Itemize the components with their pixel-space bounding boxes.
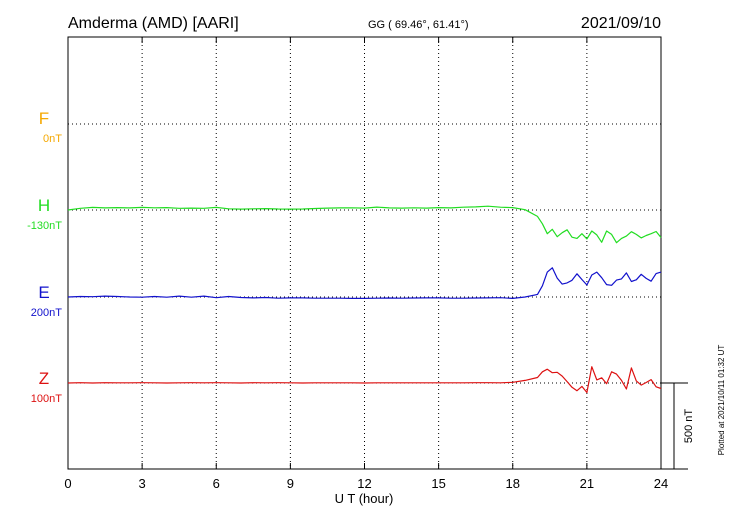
plotted-note: Plotted at 2021/10/11 01:32 UT [717,345,726,456]
x-tick-label: 0 [64,476,71,491]
x-tick-label: 18 [506,476,520,491]
series-label-h: H [38,196,50,215]
vertical-gridlines [141,37,588,469]
x-tick-label: 6 [213,476,220,491]
series-label-z: Z [39,369,49,388]
scale-bar: 500 nT [661,382,695,470]
x-tick-label: 21 [580,476,594,491]
x-tick-label: 15 [431,476,445,491]
x-tick-label: 12 [357,476,371,491]
series-lines [67,205,662,394]
series-labels: F 0nT H -130nT E 200nT Z 100nT [27,109,62,405]
baseline-label-e: 200nT [31,307,62,319]
baseline-label-z: 100nT [31,393,62,405]
scale-bar-label: 500 nT [683,409,695,444]
date-label: 2021/09/10 [581,15,661,32]
series-line-h [67,205,662,244]
coordinates-label: GG ( 69.46°, 61.41°) [368,19,469,31]
series-label-e: E [38,283,49,302]
x-axis-title: U T (hour) [335,491,394,506]
x-tick-label: 3 [139,476,146,491]
x-tick-label: 9 [287,476,294,491]
station-title: Amderma (AMD) [AARI] [68,15,239,32]
x-ticks: 0 3 6 9 12 15 18 21 24 [64,37,668,491]
plot-area: 0 3 6 9 12 15 18 21 24 [64,36,668,491]
series-label-f: F [39,109,49,128]
baseline-label-h: -130nT [27,220,62,232]
series-line-z [67,366,662,394]
series-line-e [67,267,662,299]
baseline-label-f: 0nT [43,133,62,145]
x-tick-label: 24 [654,476,668,491]
